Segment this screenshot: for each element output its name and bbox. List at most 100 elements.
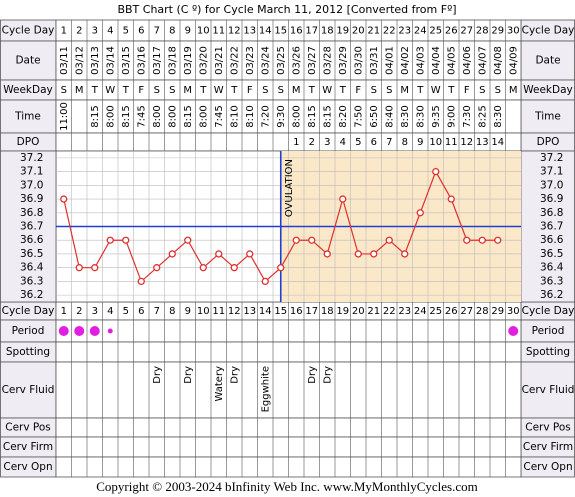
cycle-day: 30	[507, 306, 520, 317]
cerv-fluid: Eggwhite	[260, 366, 271, 412]
cycle-day: 20	[352, 306, 365, 317]
row-label: Time	[534, 111, 561, 123]
time: 8:30	[493, 105, 504, 127]
dpo: 4	[340, 137, 346, 148]
cycle-day: 17	[305, 306, 318, 317]
cycle-day: 19	[336, 26, 349, 37]
cycle-day: 29	[491, 306, 504, 317]
temperature-point	[168, 250, 176, 258]
temperature-point	[416, 209, 424, 217]
temperature-point	[137, 277, 145, 286]
temperature-point	[60, 195, 68, 203]
cycle-day: 22	[383, 26, 396, 37]
date: 04/07	[477, 46, 488, 75]
temperature-point	[432, 167, 440, 176]
cycle-day: 3	[92, 26, 98, 37]
cycle-day: 16	[290, 26, 303, 37]
cerv-fluid: Dry	[307, 366, 318, 384]
row-label: Cerv Opn	[523, 461, 572, 473]
period-dot	[74, 326, 85, 336]
temperature-point	[308, 236, 316, 244]
temperature-point	[292, 236, 300, 244]
weekday: S	[262, 85, 268, 96]
date: 03/17	[152, 46, 163, 75]
dpo: 2	[309, 137, 315, 148]
temperature-point	[199, 264, 207, 272]
chart-title: BBT Chart (C º) for Cycle March 11, 2012…	[117, 3, 456, 16]
dpo: 14	[491, 137, 504, 148]
cycle-day: 23	[398, 306, 411, 317]
temperature-point	[323, 250, 331, 258]
dpo: 9	[417, 137, 423, 148]
date: 03/21	[214, 46, 225, 75]
dpo: 6	[371, 137, 377, 148]
cycle-day: 26	[445, 26, 458, 37]
temperature-point	[230, 264, 238, 272]
row-label: DPO	[537, 136, 560, 148]
cycle-day: 25	[429, 306, 442, 317]
temperature-point	[354, 250, 362, 258]
row-label: Cerv Firm	[3, 441, 53, 453]
row-label: Period	[12, 325, 45, 337]
weekday: S	[386, 85, 392, 96]
time: 7:20	[260, 105, 271, 127]
row-label: Cerv Opn	[3, 461, 52, 473]
cycle-day: 28	[476, 306, 489, 317]
dpo: 7	[386, 137, 392, 148]
weekday: M	[400, 85, 409, 96]
cycle-day: 5	[123, 306, 129, 317]
time: 7:30	[462, 105, 473, 127]
weekday: T	[91, 85, 99, 96]
label-cell	[520, 40, 575, 81]
date: 04/08	[493, 46, 504, 75]
cycle-day: 10	[197, 26, 210, 37]
y-tick-label: 36.4	[540, 262, 564, 274]
cycle-day: 18	[321, 306, 334, 317]
temperature-point	[370, 250, 378, 258]
cycle-day: 2	[76, 26, 82, 37]
cycle-day: 18	[321, 26, 334, 37]
cycle-day: 14	[259, 306, 272, 317]
label-cell	[0, 99, 57, 134]
temperature-point	[184, 236, 192, 244]
copyright: Copyright © 2003-2024 bInfinity Web Inc.…	[96, 479, 477, 494]
y-tick-label: 36.7	[540, 221, 563, 233]
time: 8:30	[400, 105, 411, 127]
y-tick-label: 37.1	[540, 166, 563, 178]
row-label: Cerv Pos	[525, 422, 571, 434]
temperature-point	[246, 250, 254, 258]
temperature-point	[494, 236, 502, 244]
date: 03/25	[276, 46, 287, 75]
row-label: Cerv Fluid	[2, 384, 55, 396]
cycle-day: 13	[243, 306, 256, 317]
cycle-day: 3	[92, 306, 98, 317]
date: 03/16	[136, 46, 147, 75]
y-tick-label: 36.8	[540, 207, 563, 219]
date: 04/04	[431, 46, 442, 75]
date: 03/11	[59, 46, 70, 75]
time: 9:35	[431, 105, 442, 127]
dpo: 10	[429, 137, 442, 148]
weekday: S	[278, 85, 284, 96]
time: 8:10	[245, 105, 256, 127]
row-label: Spotting	[526, 346, 570, 358]
time: 11:00	[59, 102, 70, 131]
cycle-day: 28	[476, 26, 489, 37]
temperature-point	[463, 236, 471, 244]
date: 03/22	[229, 46, 240, 75]
temperature-point	[277, 264, 285, 272]
time: 7:45	[214, 105, 225, 127]
cycle-day: 10	[197, 306, 210, 317]
dpo: 3	[324, 137, 330, 148]
weekday: F	[355, 85, 361, 96]
cycle-day: 9	[185, 26, 191, 37]
cycle-day: 11	[212, 306, 225, 317]
dpo: 5	[355, 137, 361, 148]
y-tick-label: 37.2	[540, 152, 563, 164]
row-label: WeekDay	[523, 84, 573, 96]
y-tick-label: 36.5	[20, 248, 43, 260]
weekday: W	[214, 85, 224, 96]
weekday: F	[138, 85, 144, 96]
